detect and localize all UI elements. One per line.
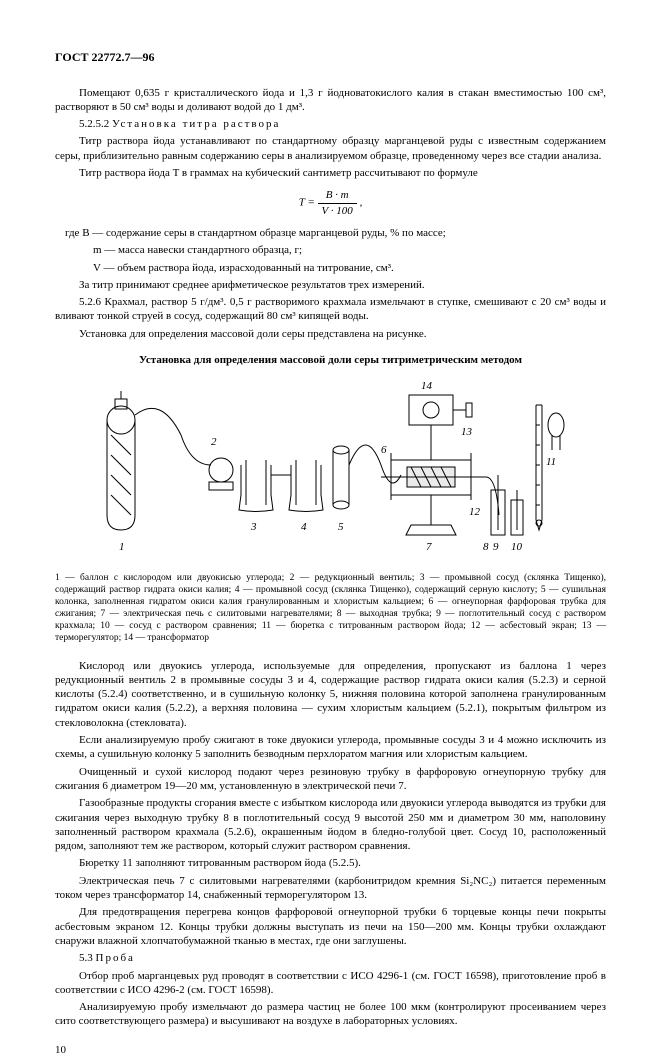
body-p2: Если анализируемую пробу сжигают в токе … (55, 733, 606, 762)
figure-caption: Установка для определения массовой доли … (55, 353, 606, 367)
svg-text:12: 12 (469, 506, 481, 518)
svg-text:5: 5 (338, 521, 344, 533)
para-starch2: Установка для определения массовой доли … (55, 327, 606, 341)
svg-text:1: 1 (119, 541, 125, 553)
formula-tail: , (357, 197, 363, 209)
where-B-text: В — содержание серы в стандартном образц… (82, 227, 446, 239)
body-p6: Электрическая печь 7 с силитовыми нагрев… (55, 874, 606, 903)
body-p5: Бюретку 11 заполняют титрованным раствор… (55, 856, 606, 870)
body-p1: Кислород или двуокись углерода, использу… (55, 659, 606, 730)
sec-num: 5.2.5.2 (79, 118, 112, 130)
formula-lhs: T = (299, 197, 315, 209)
body-p3: Очищенный и сухой кислород подают через … (55, 765, 606, 794)
where-m: m — масса навески стандартного образца, … (65, 243, 606, 257)
figure-legend: 1 — баллон с кислородом или двуокисью уг… (55, 573, 606, 644)
para-starch: 5.2.6 Крахмал, раствор 5 г/дм³. 0,5 г ра… (55, 295, 606, 324)
para-intro-2: Титр раствора йода устанавливают по стан… (55, 134, 606, 163)
where-B: где В — содержание серы в стандартном об… (65, 226, 606, 240)
para-intro-1: Помещают 0,635 г кристаллического йода и… (55, 86, 606, 115)
formula-bot: V · 100 (318, 204, 357, 218)
page-number: 10 (55, 1043, 606, 1057)
formula: T = B · m V · 100 , (55, 188, 606, 218)
svg-text:7: 7 (426, 541, 432, 553)
svg-text:14: 14 (421, 380, 433, 392)
sec53-title: Проба (96, 952, 135, 964)
body-p7: Для предотвращения перегрева концов фарф… (55, 905, 606, 948)
svg-text:10: 10 (511, 541, 523, 553)
svg-text:3: 3 (250, 521, 257, 533)
para-intro-3: Титр раствора йода T в граммах на кубиче… (55, 166, 606, 180)
sec-53: 5.3 Проба (55, 951, 606, 965)
where-note: За титр принимают среднее арифметическое… (55, 278, 606, 292)
where-V: V — объем раствора йода, израсходованный… (65, 261, 606, 275)
where-V-text: V — объем раствора йода, израсходованный… (93, 262, 394, 274)
svg-text:9: 9 (493, 541, 499, 553)
body-p9: Анализируемую пробу измельчают до размер… (55, 1000, 606, 1029)
svg-text:13: 13 (461, 426, 473, 438)
svg-text:8: 8 (483, 541, 489, 553)
body-p8: Отбор проб марганцевых руд проводят в со… (55, 969, 606, 998)
sec-title: Установка титра раствора (112, 118, 280, 130)
where-m-text: m — масса навески стандартного образца, … (93, 244, 302, 256)
page-header: ГОСТ 22772.7—96 (55, 50, 606, 66)
svg-text:4: 4 (301, 521, 307, 533)
where-intro: где (65, 227, 82, 239)
para-sec-5252: 5.2.5.2 Установка титра раствора (55, 117, 606, 131)
svg-text:2: 2 (211, 436, 217, 448)
apparatus-diagram: 1 2 3 4 5 6 7 8 9 10 11 12 13 14 (91, 375, 571, 565)
formula-top: B · m (318, 188, 357, 203)
svg-text:11: 11 (546, 456, 556, 468)
svg-text:6: 6 (381, 444, 387, 456)
sec53-num: 5.3 (79, 952, 96, 964)
body-p4: Газообразные продукты сгорания вместе с … (55, 796, 606, 853)
